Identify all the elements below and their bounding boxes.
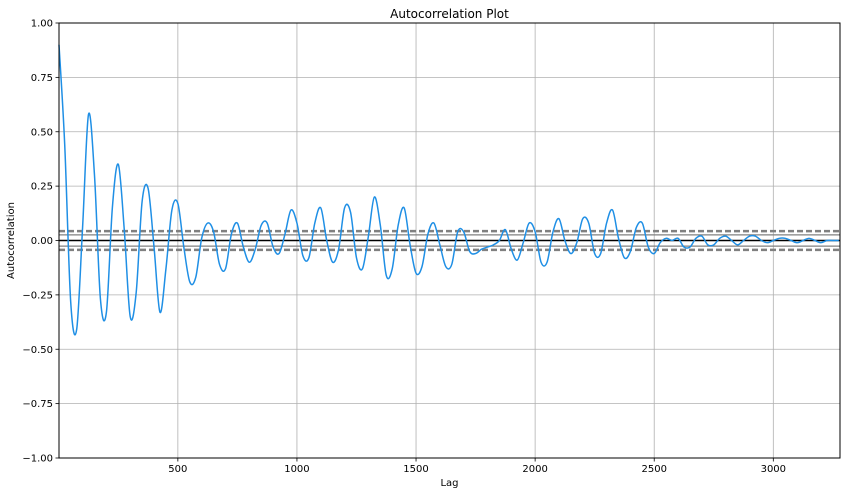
x-tick-label: 500 bbox=[168, 464, 187, 475]
x-axis: 500 1000 1500 2000 2500 3000 bbox=[168, 458, 786, 475]
y-tick-label: −0.75 bbox=[22, 399, 53, 410]
x-tick-label: 1000 bbox=[284, 464, 309, 475]
y-tick-label: 0.50 bbox=[31, 127, 53, 138]
confidence-bands bbox=[59, 229, 840, 252]
x-tick-label: 1500 bbox=[403, 464, 428, 475]
y-tick-label: −1.00 bbox=[22, 454, 53, 465]
chart-title: Autocorrelation Plot bbox=[390, 7, 509, 21]
x-tick-label: 2500 bbox=[641, 464, 666, 475]
y-tick-label: 1.00 bbox=[31, 19, 53, 30]
y-tick-label: −0.25 bbox=[22, 290, 53, 301]
autocorrelation-line bbox=[58, 44, 839, 336]
y-tick-label: 0.00 bbox=[31, 236, 53, 247]
x-tick-label: 3000 bbox=[761, 464, 786, 475]
y-axis-label: Autocorrelation bbox=[6, 202, 17, 279]
y-tick-label: 0.75 bbox=[31, 73, 53, 84]
x-axis-label: Lag bbox=[440, 478, 458, 489]
y-axis: −1.00 −0.75 −0.50 −0.25 0.00 0.25 0.50 0.75 1.00 bbox=[22, 19, 59, 465]
y-tick-label: 0.25 bbox=[31, 182, 53, 193]
y-tick-label: −0.50 bbox=[22, 345, 53, 356]
series-layer bbox=[58, 44, 839, 336]
x-tick-label: 2000 bbox=[522, 464, 547, 475]
